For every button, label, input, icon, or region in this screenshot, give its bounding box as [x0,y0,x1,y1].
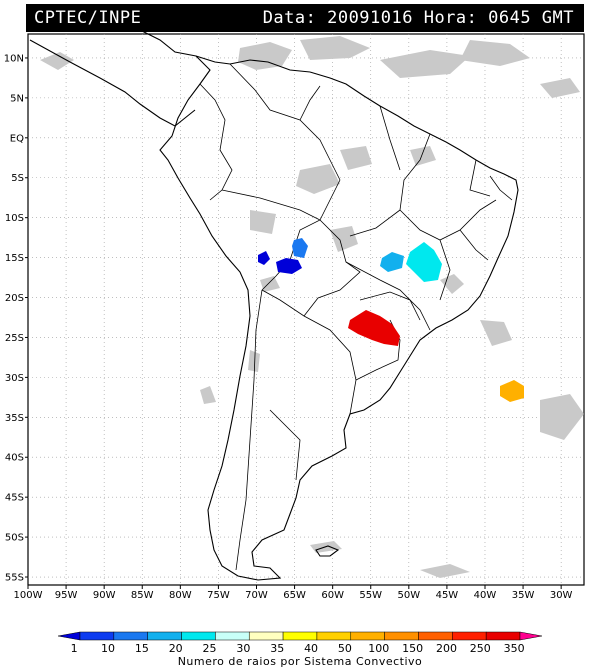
legend-swatch [181,631,216,641]
legend-swatch [113,631,148,641]
lat-tick-label: 5N [10,93,24,104]
legend-label: 200 [436,642,457,655]
lon-tick-label: 65W [283,590,306,601]
lat-tick-label: 50S [5,533,24,544]
legend-swatch [215,631,250,641]
lon-tick-label: 100W [14,590,43,601]
lat-tick-label: 45S [5,493,24,504]
lon-tick-label: 60W [321,590,344,601]
lon-tick-label: 45W [436,590,459,601]
source-label: CPTEC/INPE [34,8,142,28]
lon-tick-label: 50W [398,590,421,601]
legend-swatch [452,631,487,641]
legend-label: 250 [470,642,491,655]
legend-swatch [147,631,182,641]
lat-tick-label: 15S [5,253,24,264]
lat-tick-label: 5S [11,173,24,184]
falklands [315,545,340,557]
legend-label: 100 [368,642,389,655]
lon-tick-label: 75W [207,590,230,601]
legend-swatch [418,631,453,641]
system-bolivia-west [258,251,302,274]
caribbean-coast [139,29,311,73]
legend-label: 35 [270,642,284,655]
lat-tick-label: 40S [5,453,24,464]
legend-label: 25 [203,642,217,655]
lat-tick-label: 30S [5,373,24,384]
lon-tick-label: 85W [131,590,154,601]
lon-tick-label: 35W [512,590,535,601]
lat-tick-label: 35S [5,413,24,424]
system-paraguay-parana [348,310,400,346]
legend-swatch [79,631,115,641]
country-borders [199,63,513,571]
legend-label: 50 [338,642,352,655]
color-legend: 1 10 15 20 25 30 35 40 50 100 150 200 250 350 [57,631,543,655]
south-america-coast [159,55,519,581]
central-america-coast [29,39,196,127]
coastlines [29,29,519,581]
legend-label: 350 [504,642,525,655]
legend-label: 1 [71,642,78,655]
lon-tick-label: 30W [550,590,573,601]
legend-label: 15 [135,642,149,655]
datetime-label: Data: 20091016 Hora: 0645 GMT [262,8,574,28]
system-goias [380,252,404,272]
lat-tick-label: EQ [10,133,24,144]
convective-systems [258,238,524,402]
legend-swatch [384,631,419,641]
lon-tick-label: 40W [474,590,497,601]
legend-swatch [282,631,318,641]
system-south-atlantic [500,380,524,402]
latitude-tick-labels: 10N 5N EQ 5S 10S 15S 20S 25S 30S 35S 40S 45S 50S 55S [4,53,28,584]
longitude-tick-labels: 100W 95W 90W 85W 80W 75W 70W 65W 60W 55W 50W 45W 40W… [14,585,573,601]
lat-tick-label: 10N [4,53,24,64]
legend-swatch [485,631,521,641]
lat-tick-label: 25S [5,333,24,344]
lat-tick-label: 55S [5,573,24,584]
lon-tick-label: 90W [93,590,116,601]
legend-arrow-low [57,631,81,641]
system-minas-gerais [406,242,442,282]
lat-tick-label: 10S [5,213,24,224]
lat-tick-label: 20S [5,293,24,304]
legend-label: 40 [304,642,318,655]
legend-swatch [316,631,352,641]
cloud-cover [40,36,584,578]
legend-label: 20 [169,642,183,655]
lon-tick-label: 80W [169,590,192,601]
legend-label: 10 [101,642,115,655]
legend-swatch [350,631,385,641]
legend-label: 30 [236,642,250,655]
legend-swatch [248,631,284,641]
header-bar: CPTEC/INPE Data: 20091016 Hora: 0645 GMT [26,4,584,32]
lon-tick-label: 55W [359,590,382,601]
lon-tick-label: 95W [55,590,78,601]
legend-label: 150 [402,642,423,655]
legend-title: Numero de raios por Sistema Convectivo [177,655,423,668]
map-frame [27,33,585,586]
legend-arrow-high [519,631,543,641]
system-bolivia-east [292,238,308,258]
lat-lon-grid [28,34,584,585]
lon-tick-label: 70W [245,590,268,601]
